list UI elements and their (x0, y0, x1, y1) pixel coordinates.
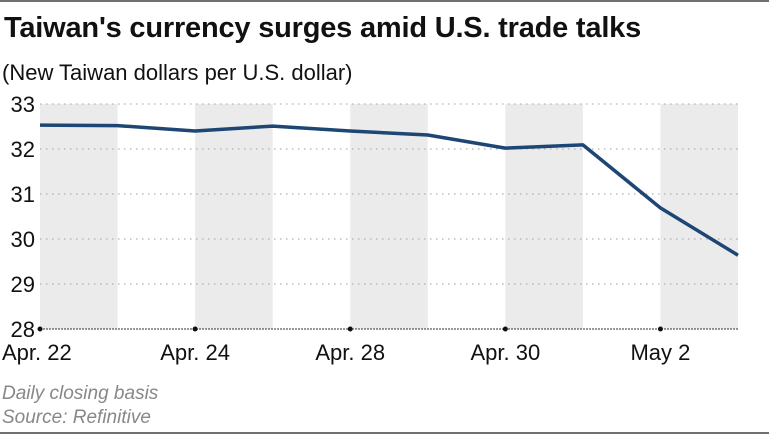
y-tick-label: 28 (11, 317, 35, 342)
top-border (0, 0, 769, 2)
y-tick-label: 32 (11, 137, 35, 162)
chart-subtitle: (New Taiwan dollars per U.S. dollar) (2, 60, 353, 85)
x-tick-label: May 2 (630, 340, 690, 365)
x-tick-label: Apr. 30 (470, 340, 540, 365)
x-tick-label: Apr. 28 (315, 340, 385, 365)
shaded-band (350, 104, 428, 329)
data-line (39, 123, 739, 257)
x-tick-dot (37, 326, 43, 332)
y-tick-label: 30 (11, 227, 35, 252)
shaded-band (505, 104, 583, 329)
shaded-band (195, 104, 273, 329)
x-tick-dot (657, 326, 663, 332)
x-tick-dot (192, 326, 198, 332)
x-tick-label: Apr. 22 (2, 340, 72, 365)
x-tick-dot (347, 326, 353, 332)
x-tick-label: Apr. 24 (160, 340, 230, 365)
y-tick-label: 31 (11, 182, 35, 207)
footer-source: Source: Refinitive (2, 407, 151, 428)
y-tick-label: 33 (11, 92, 35, 117)
y-tick-label: 29 (11, 272, 35, 297)
chart-title: Taiwan's currency surges amid U.S. trade… (4, 12, 642, 44)
footer-note: Daily closing basis (2, 383, 159, 404)
bottom-border (0, 432, 769, 434)
x-tick-dot (502, 326, 508, 332)
shaded-band (40, 104, 118, 329)
